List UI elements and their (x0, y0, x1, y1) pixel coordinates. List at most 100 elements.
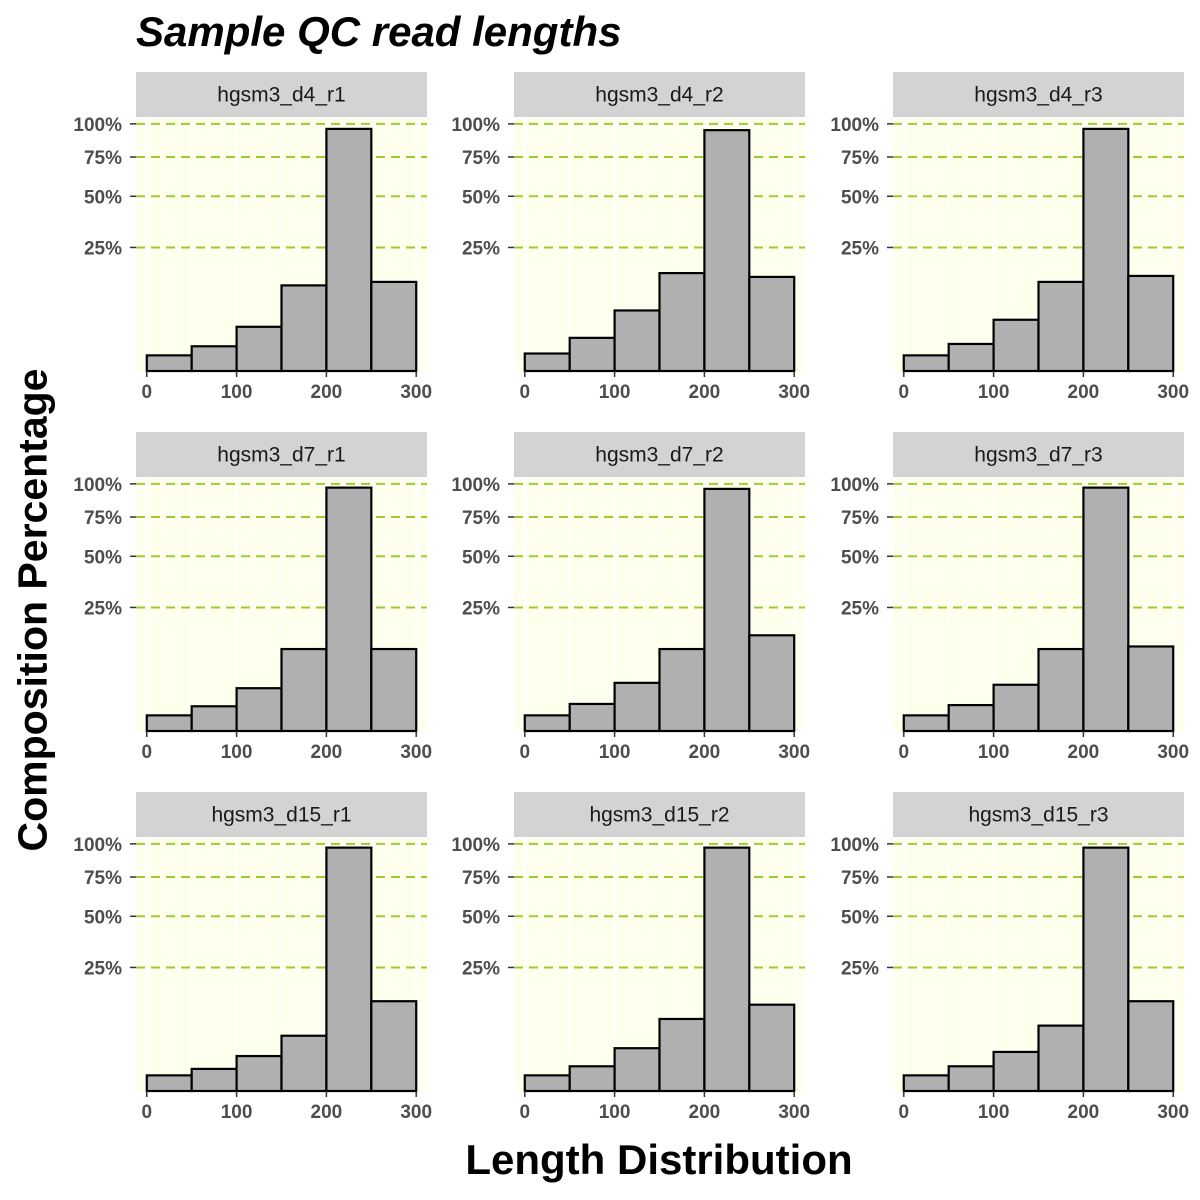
facet-panel: hgsm3_d15_r3 25% 50% 75% 100% 0 100 200 300 (830, 792, 1189, 1123)
x-tick-label: 300 (1157, 742, 1189, 763)
y-tick-label: 100% (830, 115, 879, 136)
y-tick-label: 75% (84, 148, 122, 169)
histogram-bar (947, 703, 995, 733)
y-tick-label: 25% (84, 958, 122, 979)
histogram-bar (947, 1065, 995, 1093)
facet-label: hgsm3_d7_r1 (217, 444, 345, 467)
x-tick-label: 0 (141, 742, 152, 763)
y-tick-label: 25% (462, 598, 500, 619)
x-tick-label: 100 (221, 1102, 253, 1123)
y-tick-label: 100% (73, 835, 122, 856)
facet-label: hgsm3_d15_r2 (589, 804, 729, 827)
x-tick-label: 300 (1157, 382, 1189, 403)
y-tick-label: 75% (462, 868, 500, 889)
histogram-bar (703, 129, 751, 373)
y-tick-label: 100% (451, 835, 500, 856)
histogram-bar (145, 1074, 193, 1093)
facet-panel: hgsm3_d7_r2 25% 50% 75% 100% 0 100 200 300 (451, 432, 810, 763)
histogram-bar (748, 275, 796, 373)
histogram-bar (613, 309, 661, 373)
histogram-bar (568, 336, 616, 373)
x-tick-label: 300 (400, 382, 432, 403)
histogram-bar (1037, 647, 1085, 733)
y-tick-label: 100% (830, 835, 879, 856)
y-tick-label: 25% (84, 238, 122, 259)
y-tick-label: 100% (451, 475, 500, 496)
facet-label: hgsm3_d15_r3 (968, 804, 1108, 827)
facet-label: hgsm3_d7_r3 (974, 444, 1102, 467)
histogram-bar (325, 486, 373, 733)
histogram-bar (370, 280, 418, 373)
facet-strip (136, 72, 427, 117)
y-tick-label: 25% (462, 238, 500, 259)
y-tick-label: 75% (462, 508, 500, 529)
histogram-bar (568, 1065, 616, 1093)
x-tick-label: 300 (400, 742, 432, 763)
histogram-bar (703, 846, 751, 1093)
histogram-bar (748, 634, 796, 733)
facet-strip (136, 792, 427, 837)
histogram-bar (190, 1067, 238, 1093)
histogram-bar (992, 1050, 1040, 1093)
histogram-bar (1127, 1000, 1175, 1093)
y-tick-label: 75% (841, 868, 879, 889)
x-tick-label: 100 (978, 382, 1010, 403)
x-tick-label: 0 (141, 1102, 152, 1123)
histogram-bar (235, 687, 283, 733)
x-tick-label: 100 (599, 1102, 631, 1123)
x-tick-label: 300 (400, 1102, 432, 1123)
x-tick-label: 0 (141, 382, 152, 403)
histogram-bar (992, 683, 1040, 733)
x-axis-title: Length Distribution (465, 1136, 853, 1183)
x-tick-label: 200 (311, 1102, 343, 1123)
y-tick-label: 50% (462, 547, 500, 568)
histogram-bar (902, 1074, 950, 1093)
histogram-bar (1082, 846, 1130, 1093)
histogram-bar (613, 1047, 661, 1093)
x-tick-label: 0 (519, 1102, 530, 1123)
histogram-bar (658, 1017, 706, 1093)
x-tick-label: 0 (519, 382, 530, 403)
facet-strip (893, 792, 1184, 837)
histogram-bar (280, 647, 328, 733)
y-tick-label: 75% (841, 148, 879, 169)
y-tick-label: 25% (84, 598, 122, 619)
x-tick-label: 0 (519, 742, 530, 763)
facet-strip (514, 792, 805, 837)
x-tick-label: 200 (1068, 1102, 1100, 1123)
x-tick-label: 200 (1068, 382, 1100, 403)
y-tick-label: 25% (841, 238, 879, 259)
y-tick-label: 50% (841, 187, 879, 208)
y-tick-label: 25% (462, 958, 500, 979)
x-tick-label: 200 (1068, 742, 1100, 763)
x-tick-label: 200 (311, 382, 343, 403)
histogram-bar (145, 354, 193, 373)
x-tick-label: 0 (898, 382, 909, 403)
histogram-bar (1037, 280, 1085, 373)
histogram-bar (1082, 127, 1130, 373)
x-tick-label: 100 (978, 1102, 1010, 1123)
histogram-bar (235, 325, 283, 373)
y-tick-label: 100% (830, 475, 879, 496)
x-tick-label: 100 (978, 742, 1010, 763)
facet-panel: hgsm3_d15_r1 25% 50% 75% 100% 0 100 200 300 (73, 792, 432, 1123)
histogram-bar (1082, 486, 1130, 733)
histogram-bar (658, 647, 706, 733)
histogram-bar (523, 1074, 571, 1093)
y-tick-label: 50% (84, 907, 122, 928)
histogram-bar (370, 1000, 418, 1093)
x-tick-label: 100 (221, 742, 253, 763)
x-tick-label: 300 (778, 382, 810, 403)
facet-label: hgsm3_d4_r1 (217, 84, 345, 107)
histogram-bar (190, 345, 238, 373)
histogram-bar (235, 1054, 283, 1093)
histogram-bar (523, 352, 571, 373)
histogram-bar (1127, 274, 1175, 373)
facet-panel: hgsm3_d15_r2 25% 50% 75% 100% 0 100 200 300 (451, 792, 810, 1123)
facet-label: hgsm3_d15_r1 (211, 804, 351, 827)
x-tick-label: 0 (898, 1102, 909, 1123)
y-tick-label: 50% (84, 547, 122, 568)
x-tick-label: 100 (221, 382, 253, 403)
y-tick-label: 25% (841, 958, 879, 979)
